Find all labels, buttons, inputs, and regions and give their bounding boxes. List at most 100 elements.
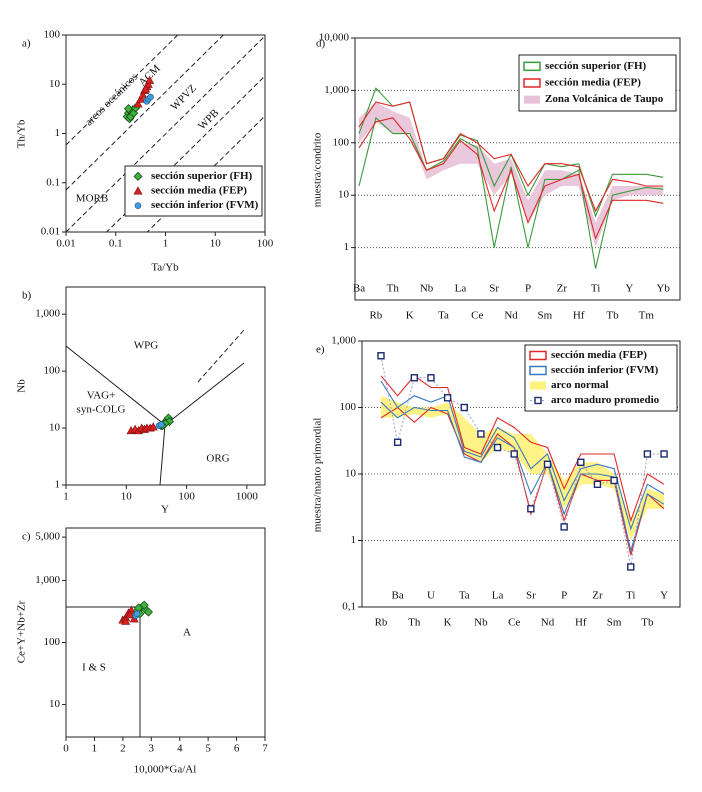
field-label: ORG bbox=[206, 453, 229, 465]
x-tick-label: Hf bbox=[575, 617, 587, 629]
range-line bbox=[358, 101, 664, 213]
y-tick-label: 10 bbox=[345, 468, 357, 480]
x-tick-label: Ta bbox=[438, 310, 449, 322]
x-tick-label: Nb bbox=[420, 283, 434, 295]
x-tick-label: Ce bbox=[471, 310, 483, 322]
x-tick-label: Zr bbox=[592, 590, 603, 602]
x-tick-label: Rb bbox=[375, 617, 388, 629]
point bbox=[660, 450, 668, 458]
x-tick-label: 4 bbox=[177, 743, 183, 755]
legend-box bbox=[524, 344, 678, 412]
legend-label: sección inferior (FVM) bbox=[551, 364, 659, 376]
legend-symbol bbox=[523, 78, 541, 88]
x-tick-label: Ta bbox=[459, 590, 470, 602]
x-tick-label: Rb bbox=[369, 310, 382, 322]
y-axis-title: Nb bbox=[16, 379, 28, 393]
x-tick-label: 2 bbox=[120, 743, 126, 755]
x-tick-label: Tm bbox=[639, 310, 655, 322]
y-tick-label: 100 bbox=[44, 29, 61, 41]
y-tick-label: 1,000 bbox=[331, 335, 356, 347]
x-tick-label: Ba bbox=[353, 283, 365, 295]
legend-box bbox=[518, 54, 677, 112]
y-tick-label: 10 bbox=[49, 78, 61, 90]
point bbox=[125, 610, 135, 619]
x-axis-title: 10,000*Ga/Al bbox=[134, 764, 197, 776]
panel: c) Ce+Y+Nb+Zr 10,000*Ga/Al 10 100 1,000 5,000 0… bbox=[16, 527, 268, 776]
x-tick-label: 0.1 bbox=[109, 238, 123, 250]
panel-label: b) bbox=[22, 290, 32, 302]
point bbox=[377, 352, 385, 360]
legend-symbol bbox=[134, 202, 142, 209]
legend-label: arco normal bbox=[551, 379, 609, 391]
field-label: WPG bbox=[134, 340, 159, 352]
band bbox=[359, 102, 664, 248]
legend-label: Zona Volcánica de Taupo bbox=[545, 93, 664, 105]
panel-label: a) bbox=[22, 38, 31, 50]
legend-label: sección media (FEP) bbox=[545, 77, 641, 89]
legend-label: sección media (FEP) bbox=[151, 185, 247, 197]
x-tick-label: Sm bbox=[607, 617, 622, 629]
range-line bbox=[380, 401, 665, 553]
point bbox=[643, 450, 652, 458]
x-tick-label: Ba bbox=[392, 590, 404, 602]
x-tick-label: Tb bbox=[606, 310, 619, 322]
x-tick-label: Nb bbox=[474, 617, 488, 629]
field-label: MORB bbox=[76, 193, 108, 205]
x-tick-label: 1000 bbox=[236, 491, 259, 503]
x-tick-label: Sm bbox=[538, 310, 553, 322]
x-tick-label: Tb bbox=[641, 617, 654, 629]
x-tick-label: K bbox=[406, 310, 414, 322]
y-axis-title: muestra/condrito bbox=[312, 132, 324, 207]
point bbox=[148, 422, 158, 431]
legend-symbol bbox=[529, 365, 547, 376]
legend-label: arco maduro promedio bbox=[551, 394, 660, 406]
range-line bbox=[380, 406, 665, 556]
x-tick-label: Ti bbox=[591, 283, 600, 295]
point bbox=[593, 480, 602, 489]
x-tick-label: 1 bbox=[92, 743, 98, 755]
x-tick-label: P bbox=[561, 590, 567, 602]
range-line bbox=[380, 375, 665, 523]
legend-symbol bbox=[133, 186, 143, 195]
point bbox=[477, 430, 485, 438]
point bbox=[121, 616, 131, 625]
point bbox=[427, 374, 435, 382]
legend-label: sección media (FEP) bbox=[551, 349, 647, 361]
y-axis-title: Th/Yb bbox=[16, 119, 28, 148]
x-tick-label: 5 bbox=[205, 743, 211, 755]
x-tick-label: 0.01 bbox=[56, 238, 75, 250]
y-tick-label: 0,1 bbox=[342, 601, 356, 613]
y-tick-label: 10 bbox=[49, 698, 61, 710]
x-tick-label: 100 bbox=[178, 491, 195, 503]
x-tick-label: La bbox=[455, 283, 467, 295]
x-tick-label: Hf bbox=[573, 310, 585, 322]
x-tick-label: 1 bbox=[63, 491, 69, 503]
legend-symbol bbox=[530, 381, 546, 390]
panel: e) muestra/manto primordial 0,1 1 10 100 1,000… bbox=[312, 335, 681, 629]
point bbox=[543, 460, 552, 468]
legend: sección superior (FH) sección media (FEP)… bbox=[518, 54, 677, 112]
point bbox=[577, 458, 585, 466]
point bbox=[133, 610, 141, 618]
point bbox=[133, 99, 143, 108]
point bbox=[493, 443, 502, 452]
x-tick-label: Sr bbox=[489, 283, 499, 295]
y-tick-label: 10 bbox=[49, 422, 61, 434]
x-axis-title: Ta/Yb bbox=[151, 262, 179, 274]
point bbox=[143, 607, 154, 617]
x-tick-label: La bbox=[492, 590, 504, 602]
plot-frame bbox=[354, 37, 681, 301]
y-tick-label: 0.01 bbox=[41, 226, 60, 238]
legend: sección media (FEP) sección inferior (FVM… bbox=[524, 344, 678, 412]
point bbox=[393, 438, 402, 446]
range-line bbox=[358, 117, 664, 241]
point bbox=[141, 84, 151, 93]
point bbox=[443, 394, 452, 402]
x-tick-label: 10 bbox=[210, 238, 222, 250]
point bbox=[138, 90, 148, 99]
x-tick-label: 1 bbox=[163, 238, 169, 250]
point bbox=[157, 421, 165, 428]
legend-label: sección superior (FH) bbox=[545, 60, 647, 72]
x-tick-label: Yb bbox=[656, 283, 670, 295]
point bbox=[123, 104, 134, 114]
